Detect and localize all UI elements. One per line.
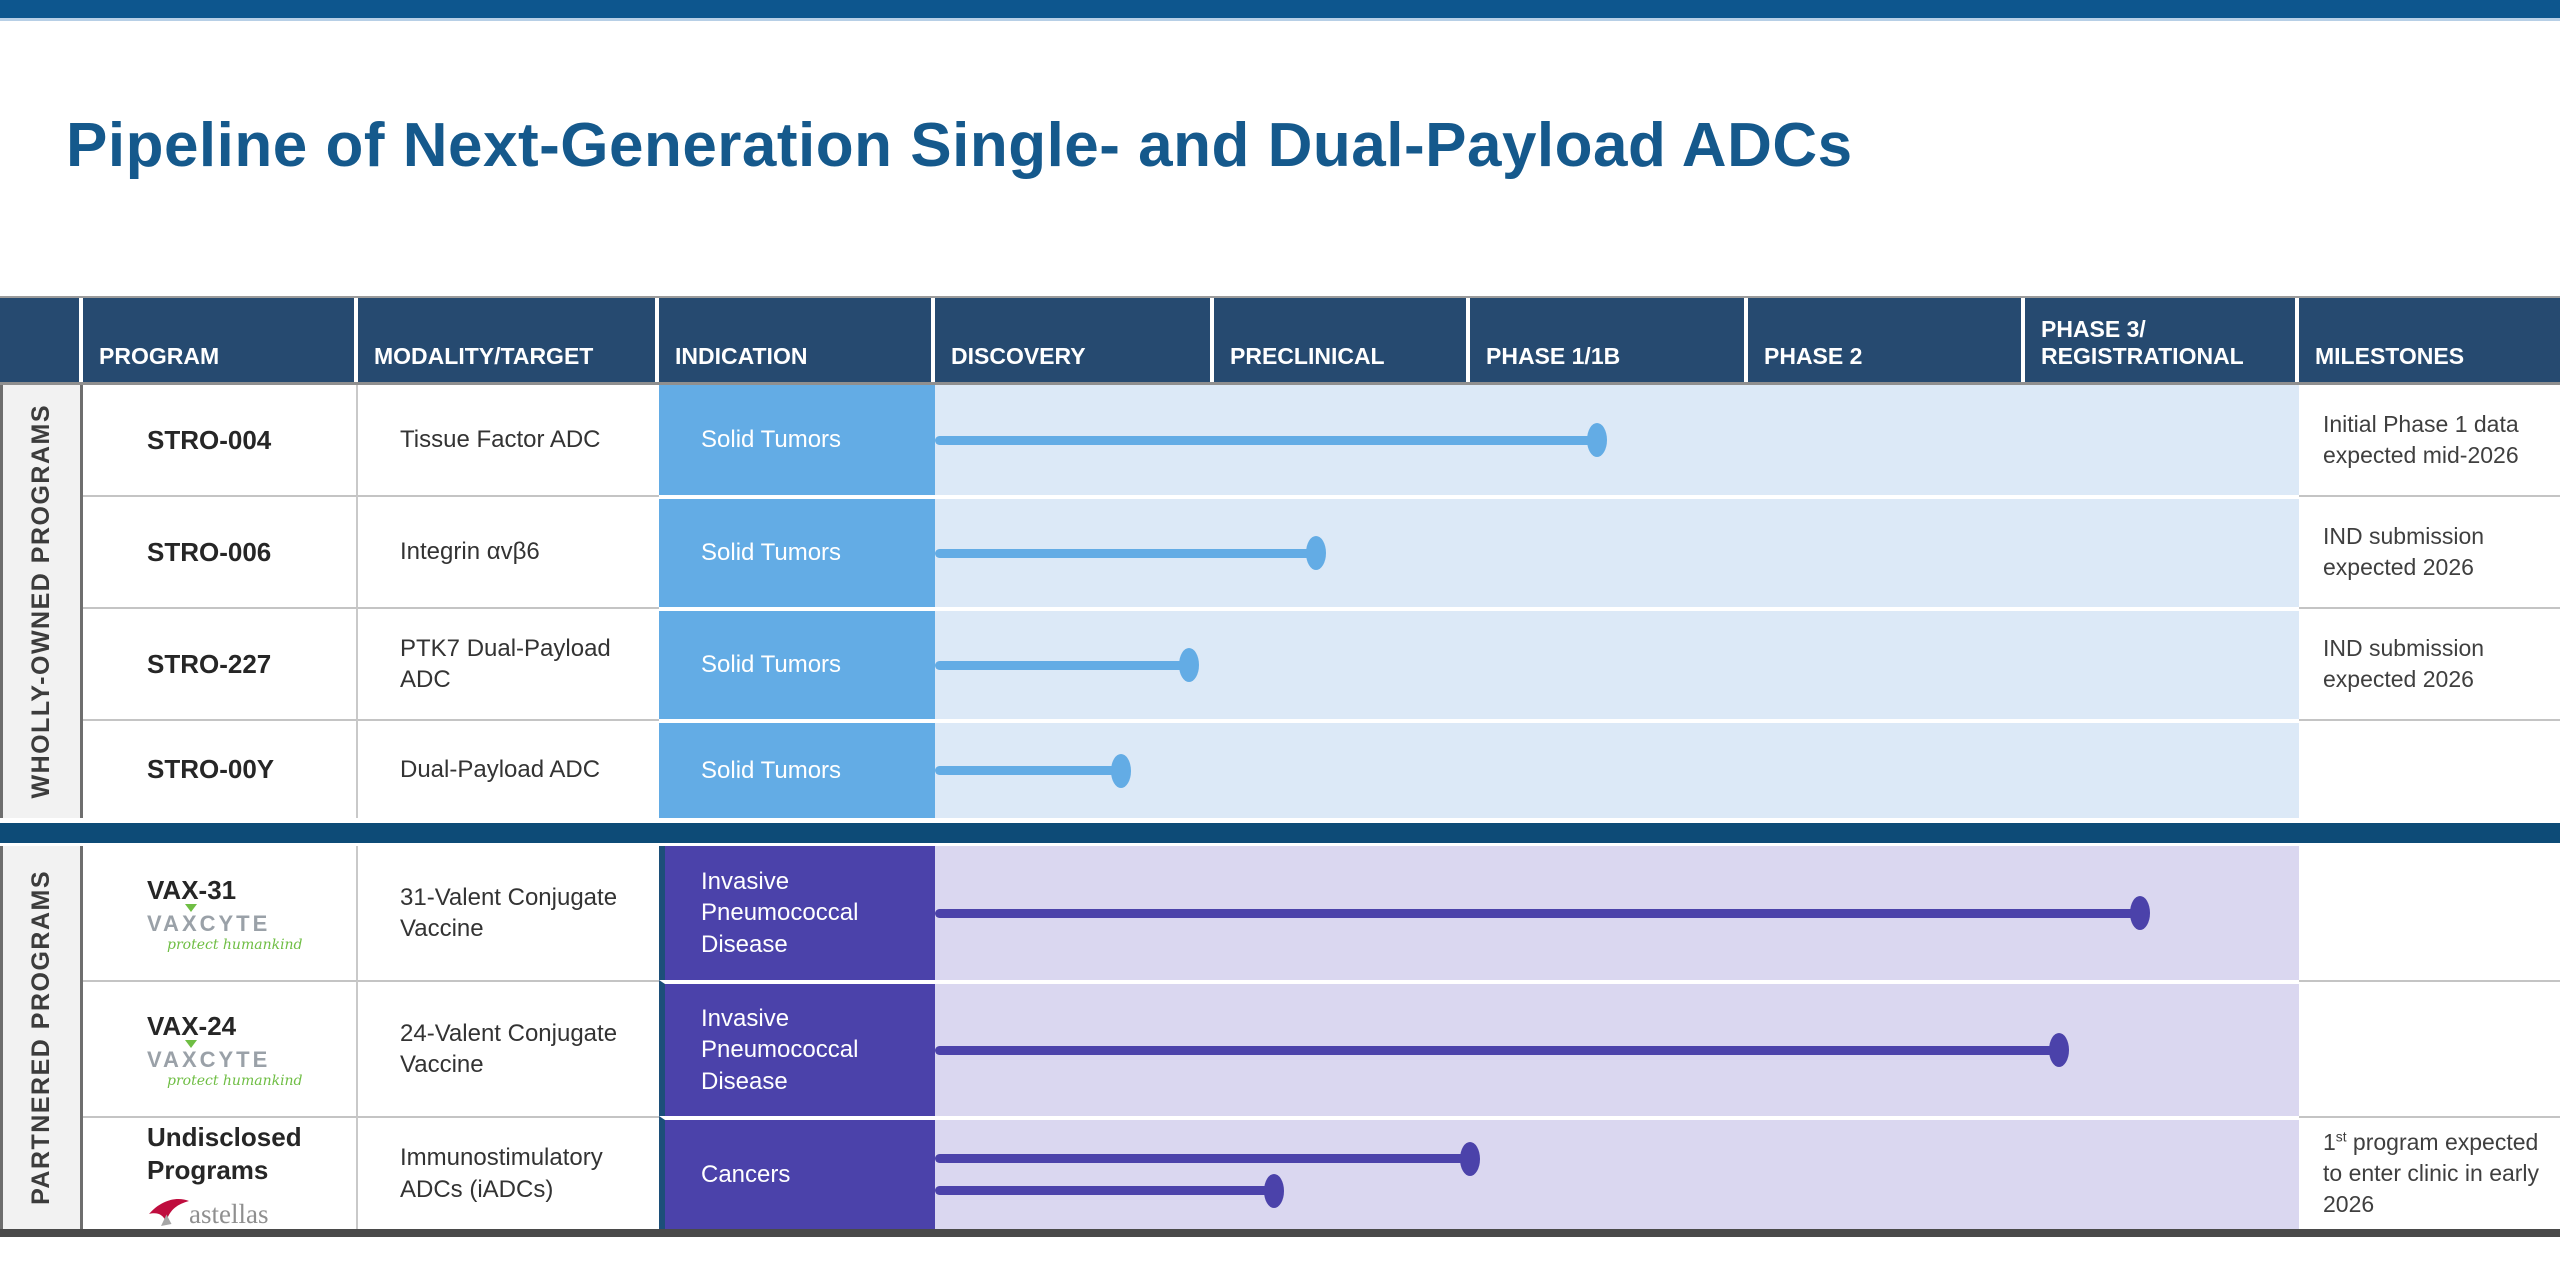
pipeline-track	[935, 980, 2299, 1116]
indication-cell: Invasive Pneumococcal Disease	[659, 846, 935, 980]
modality-cell: 24-Valent Conjugate Vaccine	[358, 980, 659, 1116]
progress-bar	[935, 435, 1598, 445]
section-divider-bar	[0, 823, 2560, 843]
section-label: PARTNERED PROGRAMS	[27, 870, 55, 1205]
section-label: WHOLLY-OWNED PROGRAMS	[27, 404, 55, 799]
header-cell-milestones: MILESTONES	[2315, 342, 2465, 369]
pipeline-track	[935, 495, 2299, 607]
vaxcyte-x-icon: X	[181, 911, 200, 937]
modality-cell: PTK7 Dual-Payload ADC	[358, 607, 659, 719]
pipeline-track	[935, 719, 2299, 818]
modality-cell: Integrin αvβ6	[358, 495, 659, 607]
program-cell: STRO-00Y	[83, 719, 358, 818]
section-side-label-cell: PARTNERED PROGRAMS	[0, 846, 83, 1229]
modality-cell: Tissue Factor ADC	[358, 385, 659, 495]
milestone-text: 1st program expected to enter clinic in …	[2323, 1128, 2540, 1218]
table-row: STRO-00Y Dual-Payload ADC Solid Tumors	[83, 719, 2560, 818]
program-cell: VAX-24 VAXCYTE protect humankind	[83, 980, 358, 1116]
vaxcyte-tagline: protect humankind	[167, 937, 303, 954]
program-cell: Undisclosed Programs astellas	[83, 1116, 358, 1229]
astellas-logo: astellas	[147, 1192, 348, 1229]
pipeline-track	[935, 1116, 2299, 1229]
progress-bar	[935, 1154, 1472, 1163]
table-row: STRO-006 Integrin αvβ6 Solid Tumors IND …	[83, 495, 2560, 607]
section-rows: STRO-004 Tissue Factor ADC Solid Tumors …	[83, 385, 2560, 818]
program-name: STRO-004	[147, 424, 272, 455]
header-cell-program: PROGRAM	[83, 298, 358, 382]
pipeline-table: PROGRAM MODALITY/TARGET INDICATION DISCO…	[0, 296, 2560, 1237]
program-cell: STRO-227	[83, 607, 358, 719]
indication-cell: Solid Tumors	[659, 719, 935, 818]
header-cell-phase-1-1b: PHASE 1/1B	[1470, 298, 1748, 382]
progress-bar	[935, 660, 1191, 670]
header-cell-discovery: DISCOVERY	[935, 298, 1214, 382]
table-header-row: PROGRAM MODALITY/TARGET INDICATION DISCO…	[0, 298, 2560, 385]
program-name: STRO-227	[147, 648, 272, 679]
header-cell-phase-3-registrational: PHASE 3/ REGISTRATIONAL	[2025, 298, 2299, 382]
modality-cell: Dual-Payload ADC	[358, 719, 659, 818]
vaxcyte-x-icon: X	[181, 1047, 200, 1073]
indication-cell: Invasive Pneumococcal Disease	[659, 980, 935, 1116]
pipeline-track	[935, 607, 2299, 719]
indication-cell: Solid Tumors	[659, 385, 935, 495]
astellas-wordmark: astellas	[189, 1198, 269, 1229]
header-cell-empty	[0, 298, 83, 382]
header-cell-indication: INDICATION	[659, 298, 935, 382]
modality-cell: Immunostimulatory ADCs (iADCs)	[358, 1116, 659, 1229]
header-cell-phase-2: PHASE 2	[1748, 298, 2025, 382]
indication-cell: Solid Tumors	[659, 495, 935, 607]
milestone-cell: Initial Phase 1 data expected mid-2026	[2299, 385, 2560, 495]
program-cell: STRO-006	[83, 495, 358, 607]
top-accent-bar	[0, 0, 2560, 21]
pipeline-track	[935, 385, 2299, 495]
table-row: STRO-227 PTK7 Dual-Payload ADC Solid Tum…	[83, 607, 2560, 719]
vaxcyte-wordmark: VAXCYTE	[147, 1047, 271, 1073]
milestone-cell: IND submission expected 2026	[2299, 495, 2560, 607]
vaxcyte-logo: VAXCYTE protect humankind	[147, 911, 348, 954]
progress-bar	[935, 766, 1122, 775]
program-name: STRO-006	[147, 536, 272, 567]
program-name: STRO-00Y	[147, 754, 275, 785]
program-name: VAX-24	[147, 1010, 237, 1041]
table-row: VAX-31 VAXCYTE protect humankind 31-Vale…	[83, 846, 2560, 980]
program-name: VAX-31	[147, 874, 237, 905]
program-cell: VAX-31 VAXCYTE protect humankind	[83, 846, 358, 980]
vaxcyte-logo: VAXCYTE protect humankind	[147, 1047, 348, 1090]
progress-bar	[935, 1045, 2061, 1055]
milestone-cell	[2299, 719, 2560, 818]
astellas-star-icon	[149, 1198, 189, 1226]
table-row: VAX-24 VAXCYTE protect humankind 24-Vale…	[83, 980, 2560, 1116]
indication-cell: Solid Tumors	[659, 607, 935, 719]
indication-cell: Cancers	[659, 1116, 935, 1229]
page-title: Pipeline of Next-Generation Single- and …	[66, 111, 1853, 180]
program-name: Undisclosed Programs	[147, 1122, 302, 1185]
table-row: STRO-004 Tissue Factor ADC Solid Tumors …	[83, 385, 2560, 495]
milestone-cell	[2299, 980, 2560, 1116]
header-cell-preclinical: PRECLINICAL	[1214, 298, 1470, 382]
vaxcyte-tagline: protect humankind	[167, 1073, 303, 1090]
table-row: Undisclosed Programs astellas Immunostim…	[83, 1116, 2560, 1229]
section-rows: VAX-31 VAXCYTE protect humankind 31-Vale…	[83, 846, 2560, 1229]
pipeline-track	[935, 846, 2299, 980]
progress-bar	[935, 908, 2141, 918]
milestone-cell: IND submission expected 2026	[2299, 607, 2560, 719]
milestone-cell	[2299, 846, 2560, 980]
header-cell-modality-target: MODALITY/TARGET	[358, 298, 659, 382]
progress-bar	[935, 1186, 1275, 1195]
section-partnered: PARTNERED PROGRAMS VAX-31 VAXCYTE protec…	[0, 846, 2560, 1229]
progress-bar	[935, 548, 1317, 558]
vaxcyte-wordmark: VAXCYTE	[147, 911, 271, 937]
modality-cell: 31-Valent Conjugate Vaccine	[358, 846, 659, 980]
program-cell: STRO-004	[83, 385, 358, 495]
milestone-cell: 1st program expected to enter clinic in …	[2299, 1116, 2560, 1229]
section-side-label-cell: WHOLLY-OWNED PROGRAMS	[0, 385, 83, 818]
section-wholly-owned: WHOLLY-OWNED PROGRAMS STRO-004 Tissue Fa…	[0, 385, 2560, 818]
